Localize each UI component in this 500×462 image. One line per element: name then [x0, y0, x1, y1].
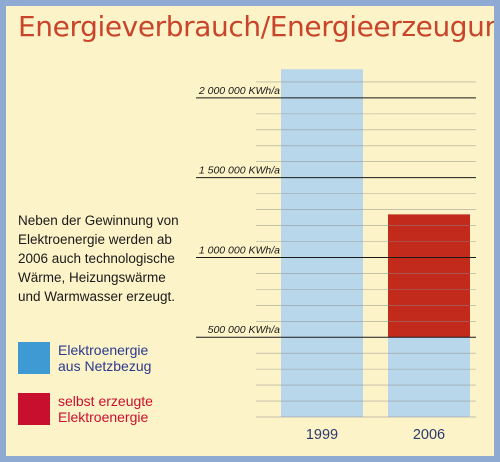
y-tick-label: 1 000 000 KWh/a	[199, 244, 280, 256]
legend-label-line2: aus Netzbezug	[58, 358, 152, 374]
bar-2006-series-1	[388, 214, 470, 338]
legend-item-netzbezug: Elektroenergie aus Netzbezug	[18, 342, 208, 378]
chart-title: Energieverbrauch/Energieerzeugung	[18, 10, 494, 43]
legend-label-line2: Elektroenergie	[58, 409, 149, 425]
chart-frame: Energieverbrauch/Energieerzeugung Neben …	[6, 6, 494, 456]
legend-label-selbst-erzeugt: selbst erzeugte Elektroenergie	[58, 393, 208, 425]
bar-chart: 500 000 KWh/a 1 000 000 KWh/a 1 500 000 KW…	[196, 69, 476, 443]
x-tick-label: 2006	[413, 427, 445, 443]
legend-label-line1: Elektroenergie	[58, 342, 149, 358]
legend-swatch-selbst-erzeugt	[18, 393, 50, 425]
legend-item-selbst-erzeugt: selbst erzeugte Elektroenergie	[18, 393, 208, 429]
y-tick-label: 1 500 000 KWh/a	[199, 165, 280, 177]
legend-label-line1: selbst erzeugte	[58, 393, 153, 409]
y-tick-label: 500 000 KWh/a	[208, 324, 281, 336]
y-tick-label: 2 000 000 KWh/a	[198, 85, 280, 97]
description-text: Neben der Gewinnung von Elektroenergie w…	[18, 213, 179, 304]
bar-2006-series-0	[388, 337, 470, 417]
bar-1999-series-0	[281, 69, 363, 417]
x-tick-label: 1999	[306, 427, 338, 443]
legend-label-netzbezug: Elektroenergie aus Netzbezug	[58, 342, 208, 374]
legend-swatch-netzbezug	[18, 342, 50, 374]
